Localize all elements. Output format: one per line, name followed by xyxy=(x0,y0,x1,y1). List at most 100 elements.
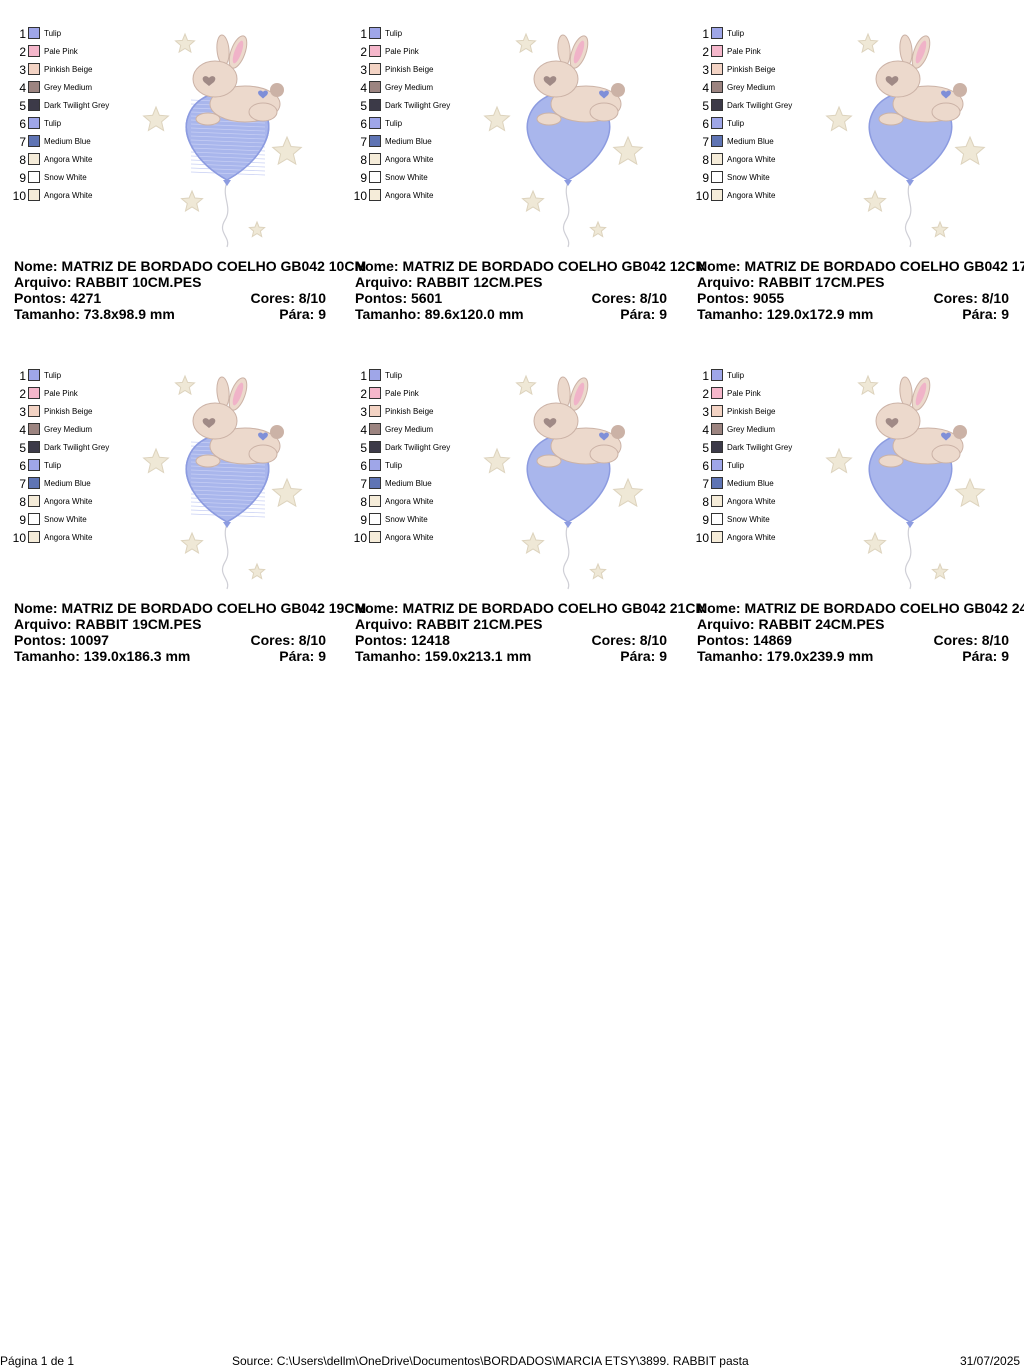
legend-row: 8 Angora White xyxy=(683,494,823,512)
legend-color-name: Tulip xyxy=(727,461,745,470)
legend-color-name: Tulip xyxy=(44,119,62,128)
design-stitches: Pontos: 10097 xyxy=(14,632,109,648)
legend-color-name: Angora White xyxy=(385,155,434,164)
legend-color-name: Pinkish Beige xyxy=(44,407,93,416)
legend-swatch xyxy=(28,27,40,39)
legend-row: 5 Dark Twilight Grey xyxy=(683,440,823,458)
legend-number: 2 xyxy=(19,45,26,59)
legend-color-name: Angora White xyxy=(385,191,434,200)
design-info: Nome: MATRIZ DE BORDADO COELHO GB042 21C… xyxy=(355,600,707,664)
legend-number: 7 xyxy=(19,135,26,149)
info-line: Tamanho: 179.0x239.9 mm Pára: 9 xyxy=(697,648,1009,664)
legend-row: 8 Angora White xyxy=(0,494,140,512)
design-size: Tamanho: 179.0x239.9 mm xyxy=(697,648,874,664)
star-icon xyxy=(589,220,607,238)
star-icon xyxy=(271,135,303,166)
legend-color-name: Medium Blue xyxy=(44,137,91,146)
design-card: 1 Tulip 2 Pale Pink 3 Pinkish Beige 4 Grey Medi… xyxy=(0,0,366,330)
design-stops: Pára: 9 xyxy=(620,648,667,664)
legend-number: 10 xyxy=(12,189,26,203)
legend-number: 8 xyxy=(360,495,367,509)
legend-number: 4 xyxy=(19,423,26,437)
info-line: Nome: MATRIZ DE BORDADO COELHO GB042 21C… xyxy=(355,600,707,616)
legend-swatch xyxy=(369,423,381,435)
star-icon xyxy=(271,477,303,508)
legend-number: 1 xyxy=(702,369,709,383)
legend-number: 6 xyxy=(19,117,26,131)
legend-number: 9 xyxy=(702,513,709,527)
legend-color-name: Grey Medium xyxy=(727,83,776,92)
star-icon xyxy=(180,531,204,554)
balloon-stitch-line xyxy=(190,469,266,474)
legend-row: 9 Snow White xyxy=(0,512,140,530)
legend-row: 9 Snow White xyxy=(683,512,823,530)
legend-number: 2 xyxy=(360,387,367,401)
balloon-stitch-line xyxy=(190,171,266,176)
heart-icon xyxy=(885,418,899,428)
legend-color-name: Medium Blue xyxy=(727,479,774,488)
legend-row: 6 Tulip xyxy=(683,458,823,476)
legend-row: 10 Angora White xyxy=(341,188,481,206)
bunny xyxy=(875,34,967,126)
design-info: Nome: MATRIZ DE BORDADO COELHO GB042 10C… xyxy=(14,258,366,322)
balloon-knot xyxy=(906,180,914,186)
legend-swatch xyxy=(28,531,40,543)
bunny-paw xyxy=(536,454,562,468)
legend-row: 3 Pinkish Beige xyxy=(341,62,481,80)
legend-row: 7 Medium Blue xyxy=(341,476,481,494)
legend-color-name: Tulip xyxy=(385,371,403,380)
legend-color-name: Dark Twilight Grey xyxy=(385,101,451,110)
star-icon xyxy=(483,447,511,474)
legend-color-name: Angora White xyxy=(727,497,776,506)
star-icon xyxy=(863,531,887,554)
legend-color-name: Angora White xyxy=(44,497,93,506)
legend-number: 7 xyxy=(19,477,26,491)
design-stitches: Pontos: 9055 xyxy=(697,290,785,306)
legend-row: 9 Snow White xyxy=(341,512,481,530)
legend-color-name: Pale Pink xyxy=(44,47,78,56)
heart-icon xyxy=(543,76,557,86)
legend-swatch xyxy=(711,99,723,111)
balloon-stitch-line xyxy=(190,497,266,502)
legend-number: 3 xyxy=(360,405,367,419)
legend-color-name: Pinkish Beige xyxy=(385,65,434,74)
legend-color-name: Snow White xyxy=(727,173,770,182)
star-icon xyxy=(483,105,511,132)
footer-date: 31/07/2025 xyxy=(960,1354,1021,1368)
legend-color-name: Angora White xyxy=(44,155,93,164)
legend-swatch xyxy=(711,27,723,39)
design-stops: Pára: 9 xyxy=(279,648,326,664)
legend-row: 6 Tulip xyxy=(0,458,140,476)
bunny-ear-inner xyxy=(573,382,585,406)
legend-number: 10 xyxy=(353,189,367,203)
info-line: Nome: MATRIZ DE BORDADO COELHO GB042 12C… xyxy=(355,258,707,274)
legend-row: 1 Tulip xyxy=(341,368,481,386)
design-file: Arquivo: RABBIT 19CM.PES xyxy=(14,616,202,632)
legend-swatch xyxy=(369,459,381,471)
legend-swatch xyxy=(711,387,723,399)
legend-row: 9 Snow White xyxy=(0,170,140,188)
balloon-stitch-line xyxy=(190,477,266,482)
balloon-stitch-line xyxy=(190,167,266,172)
star-icon xyxy=(612,135,644,166)
legend-color-name: Tulip xyxy=(385,461,403,470)
balloon-stitch-line xyxy=(190,151,266,156)
legend-swatch xyxy=(369,387,381,399)
bunny-tail xyxy=(953,83,967,97)
heart-icon xyxy=(258,432,268,441)
legend-swatch xyxy=(711,153,723,165)
design-file: Arquivo: RABBIT 21CM.PES xyxy=(355,616,543,632)
design-stitches: Pontos: 14869 xyxy=(697,632,792,648)
legend-color-name: Tulip xyxy=(727,29,745,38)
balloon-stitch-line xyxy=(190,501,266,506)
legend-swatch xyxy=(369,477,381,489)
design-size: Tamanho: 89.6x120.0 mm xyxy=(355,306,524,322)
legend-row: 2 Pale Pink xyxy=(341,386,481,404)
legend-number: 5 xyxy=(19,441,26,455)
legend-color-name: Tulip xyxy=(385,29,403,38)
legend-row: 2 Pale Pink xyxy=(0,44,140,62)
legend-color-name: Medium Blue xyxy=(727,137,774,146)
legend-color-name: Pale Pink xyxy=(44,389,78,398)
balloon-stitch-line xyxy=(190,481,266,486)
legend-swatch xyxy=(711,171,723,183)
